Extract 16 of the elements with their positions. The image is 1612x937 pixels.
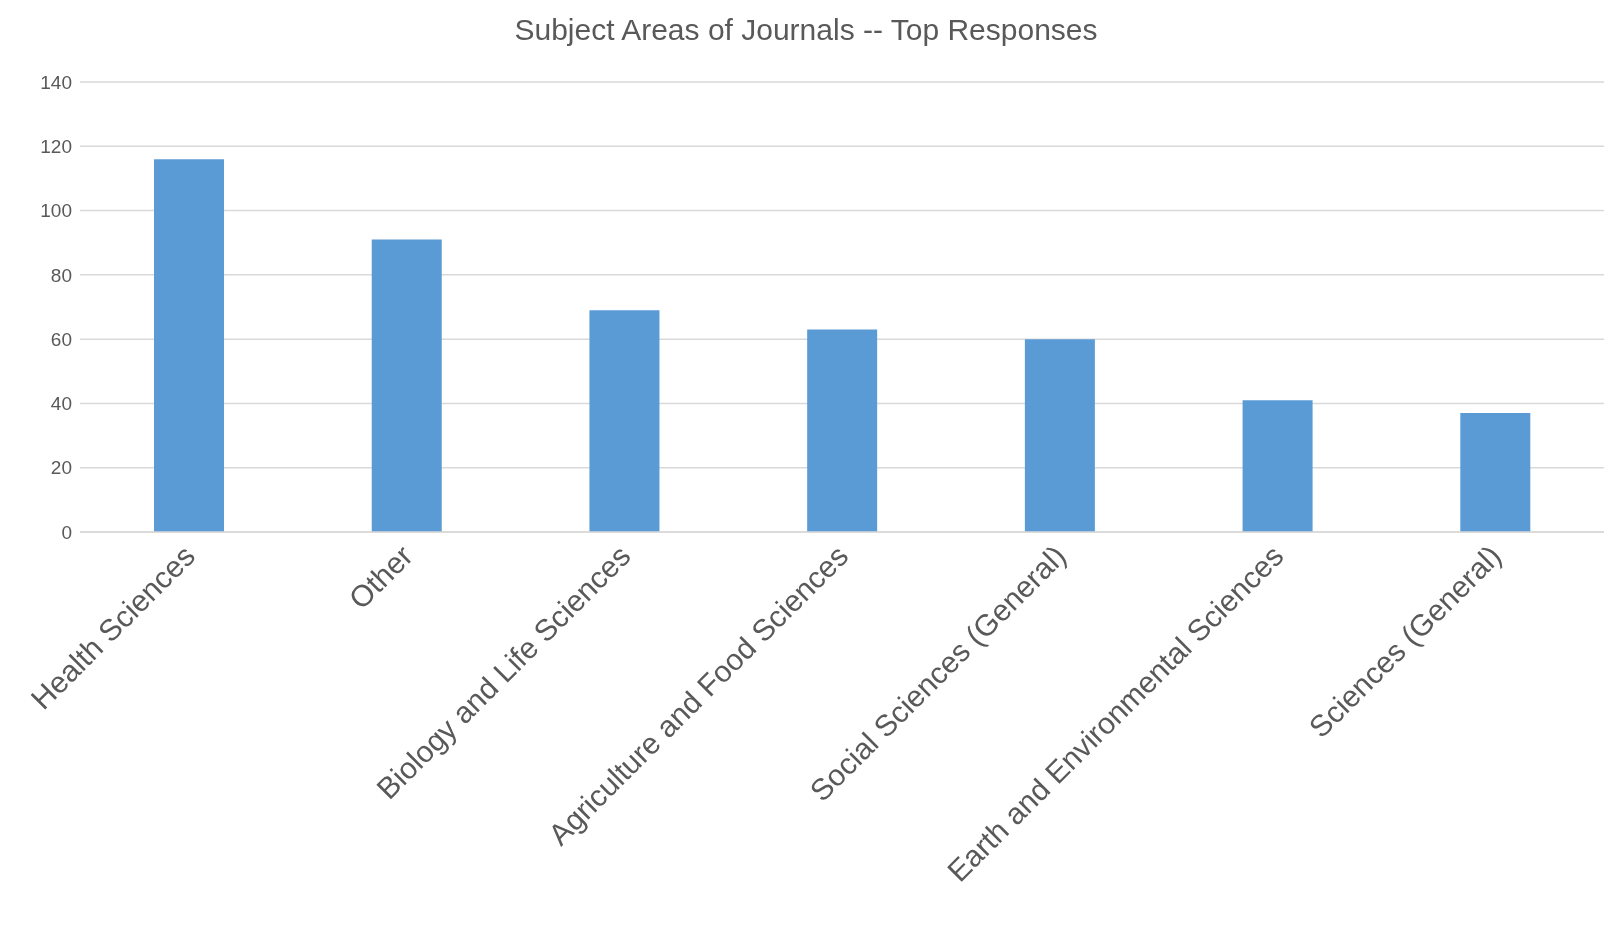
y-tick-label: 120 <box>40 136 72 158</box>
bar <box>1024 339 1095 532</box>
y-tick-label: 80 <box>50 264 72 286</box>
bar <box>807 329 878 532</box>
bar <box>1460 413 1531 532</box>
chart-title: Subject Areas of Journals -- Top Responses <box>513 12 1099 48</box>
y-tick-label: 40 <box>50 393 72 415</box>
y-tick-label: 140 <box>40 71 72 93</box>
y-tick-label: 20 <box>50 457 72 479</box>
y-tick-label: 100 <box>40 200 72 222</box>
y-tick-label: 0 <box>61 521 72 543</box>
bar <box>589 310 660 532</box>
y-tick-label: 60 <box>50 328 72 350</box>
bar <box>154 159 225 532</box>
bar <box>371 239 442 532</box>
bar <box>1242 400 1313 532</box>
